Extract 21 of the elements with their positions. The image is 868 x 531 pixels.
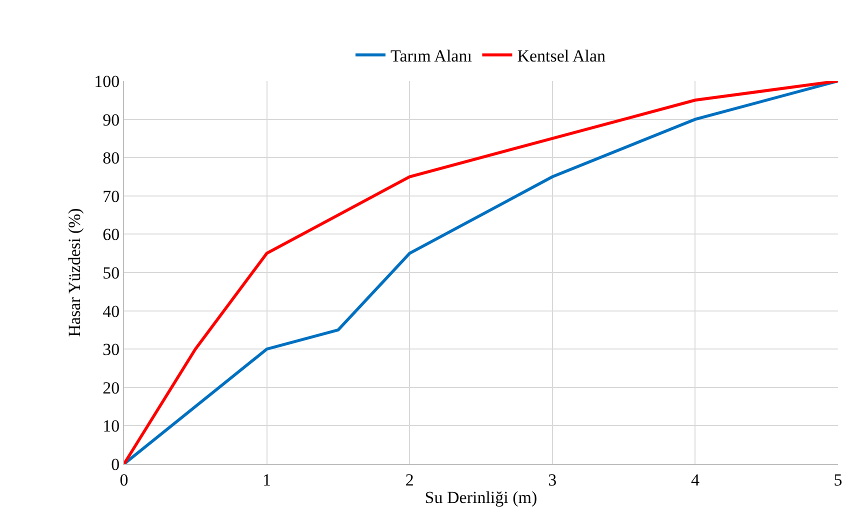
line-series [124, 81, 838, 464]
x-tick-label: 5 [834, 470, 842, 490]
y-tick-label: 30 [102, 340, 120, 360]
y-tick-label: 80 [102, 148, 120, 168]
legend-label: Kentsel Alan [517, 46, 606, 66]
y-tick-label: 10 [102, 416, 120, 436]
y-tick-label: 50 [102, 263, 120, 282]
x-axis-title: Su Derinliği (m) [424, 488, 538, 507]
y-tick-label: 20 [102, 378, 120, 398]
x-tick-label: 4 [690, 470, 700, 490]
y-tick-label: 60 [102, 225, 120, 244]
y-tick-label: 100 [94, 72, 120, 91]
y-tick-label: 0 [111, 454, 120, 474]
legend-label: Tarım Alanı [390, 46, 472, 66]
x-tick-label: 2 [405, 470, 414, 490]
y-tick-label: 70 [102, 186, 120, 206]
y-tick-label: 40 [102, 302, 120, 321]
x-tick-label: 1 [262, 470, 272, 490]
y-tick-label: 90 [102, 110, 120, 130]
x-tick-label: 3 [548, 470, 557, 490]
y-axis-title: Hasar Yüzdesi (%) [65, 208, 84, 337]
